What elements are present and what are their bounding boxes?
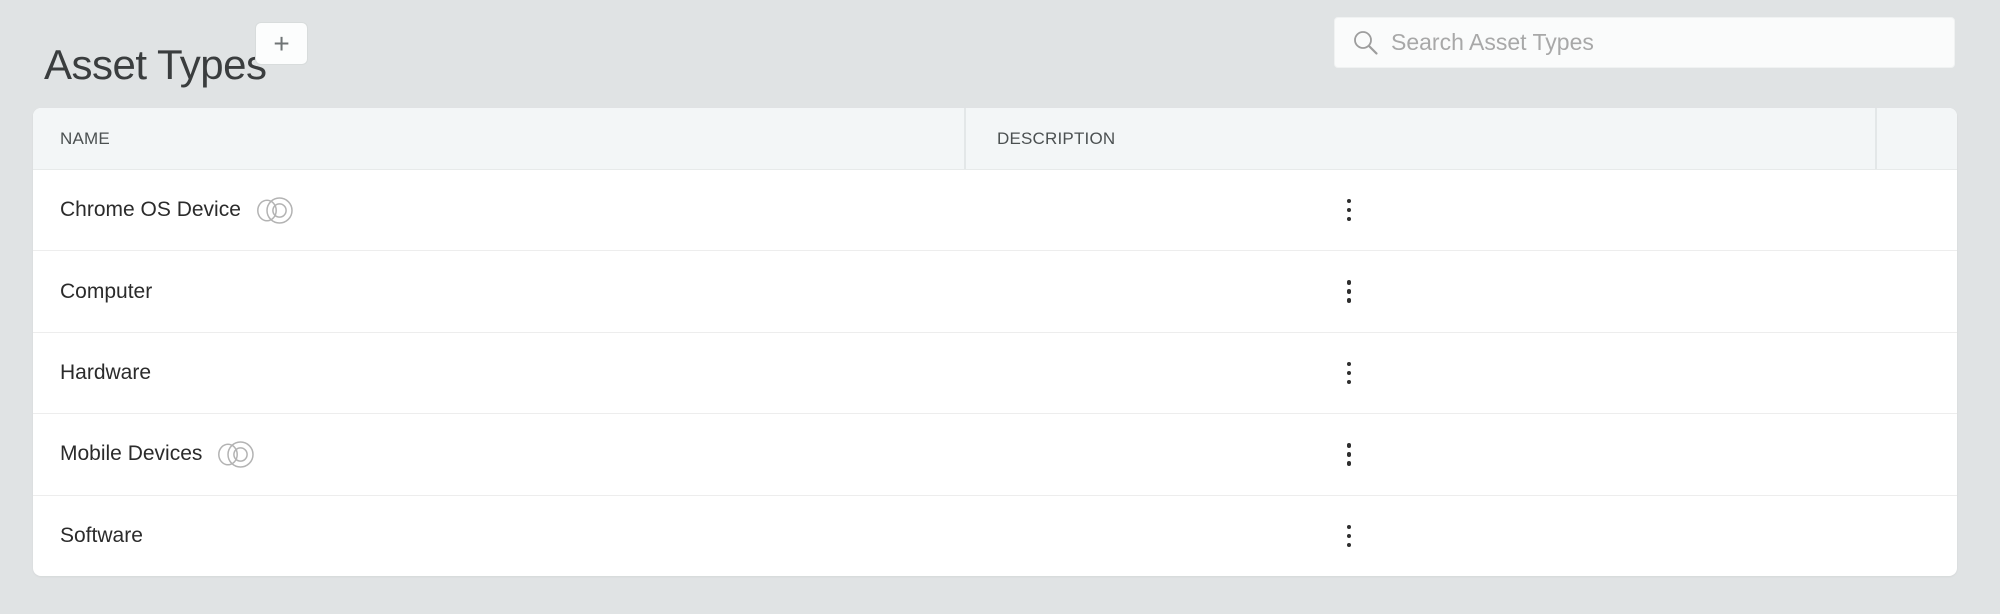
asset-type-name: Software bbox=[60, 523, 143, 547]
row-actions-kebab-menu-icon[interactable] bbox=[1336, 355, 1362, 391]
asset-types-table: NAME DESCRIPTION Chrome OS Device C bbox=[33, 108, 1957, 576]
table-row[interactable]: Mobile Devices bbox=[33, 413, 1957, 494]
search-box[interactable] bbox=[1334, 17, 1955, 68]
table-row[interactable]: Computer bbox=[33, 250, 1957, 331]
asset-type-name: Hardware bbox=[60, 361, 152, 385]
table-body: Chrome OS Device Computer Hardware bbox=[33, 170, 1957, 576]
search-input[interactable] bbox=[1391, 29, 1954, 56]
column-header-name: NAME bbox=[33, 108, 966, 169]
row-actions-kebab-menu-icon[interactable] bbox=[1336, 274, 1362, 310]
table-header-row: NAME DESCRIPTION bbox=[33, 108, 1957, 170]
row-actions-kebab-menu-icon[interactable] bbox=[1336, 192, 1362, 228]
asset-type-name: Mobile Devices bbox=[60, 442, 203, 466]
add-asset-type-button[interactable]: + bbox=[255, 22, 308, 65]
concentric-circles-icon bbox=[217, 439, 255, 470]
page-title: Asset Types bbox=[44, 41, 267, 89]
concentric-circles-icon bbox=[256, 195, 293, 226]
column-header-description: DESCRIPTION bbox=[966, 108, 1877, 169]
row-actions-kebab-menu-icon[interactable] bbox=[1336, 436, 1362, 472]
row-actions-kebab-menu-icon[interactable] bbox=[1336, 518, 1362, 554]
asset-type-name: Computer bbox=[60, 279, 153, 303]
search-icon bbox=[1352, 29, 1379, 56]
table-row[interactable]: Chrome OS Device bbox=[33, 170, 1957, 250]
table-row[interactable]: Hardware bbox=[33, 331, 1957, 413]
table-row[interactable]: Software bbox=[33, 494, 1957, 576]
plus-icon: + bbox=[273, 27, 290, 59]
asset-type-name: Chrome OS Device bbox=[60, 198, 241, 222]
column-header-actions bbox=[1877, 108, 1957, 169]
